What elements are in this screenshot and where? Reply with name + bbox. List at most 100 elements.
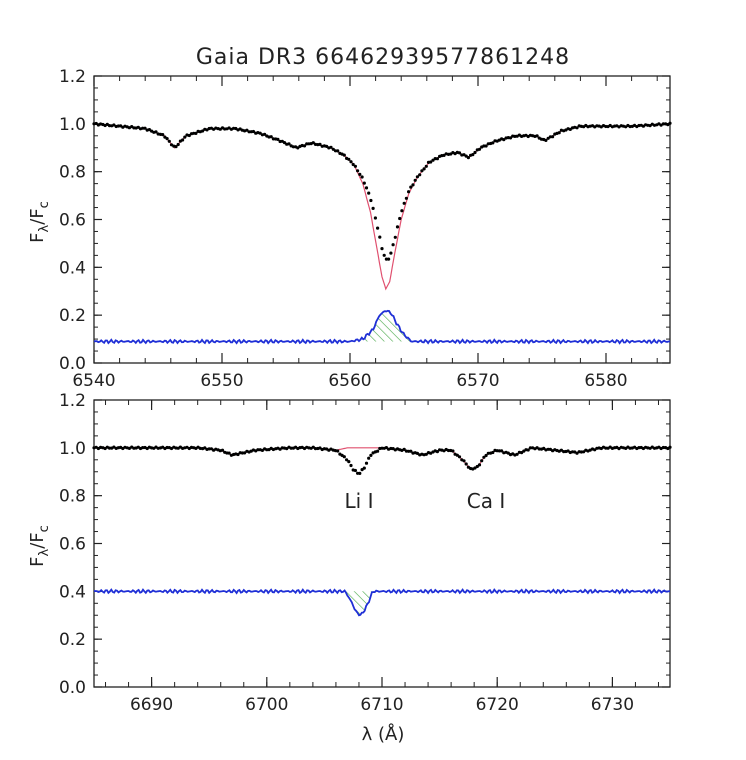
observed-flux-point — [380, 247, 384, 251]
observed-flux-point — [143, 126, 147, 130]
observed-flux-point — [371, 206, 375, 210]
observed-flux-point — [508, 136, 513, 140]
observed-flux-point — [500, 449, 504, 453]
observed-flux-point — [480, 459, 484, 463]
hatched-equivalent-width-area — [362, 310, 412, 342]
observed-flux-point — [415, 451, 419, 455]
observed-flux-point — [362, 466, 366, 470]
observed-flux-point — [402, 201, 406, 205]
observed-flux-point — [369, 198, 373, 203]
observed-flux-point — [486, 451, 490, 455]
observed-flux-point — [311, 141, 315, 145]
observed-flux-point — [353, 468, 357, 473]
x-tick-label: 6700 — [245, 695, 288, 715]
observed-flux-point — [358, 471, 362, 475]
y-tick-label: 0.8 — [59, 487, 86, 507]
observed-flux-point — [269, 135, 273, 139]
y-tick-label: 0.2 — [59, 306, 86, 326]
ylabel-c-subscript: c — [37, 201, 52, 208]
top-y-axis-label: Fλ/Fc — [27, 201, 52, 243]
observed-flux-point — [544, 138, 548, 142]
observed-flux-point — [112, 123, 116, 127]
observed-flux-point — [291, 145, 295, 149]
observed-flux-point — [349, 463, 353, 468]
observed-flux-point — [336, 449, 340, 453]
observed-flux-point — [285, 447, 289, 451]
observed-flux-point — [661, 122, 666, 126]
observed-flux-point — [442, 153, 446, 157]
observed-flux-point — [491, 450, 495, 455]
observed-flux-point — [551, 135, 555, 139]
observed-flux-point — [364, 461, 369, 465]
observed-flux-point — [409, 449, 413, 453]
observed-flux-point — [287, 142, 291, 146]
y-tick-label: 1.0 — [59, 115, 86, 135]
bottom-y-axis-label: Fλ/Fc — [27, 525, 52, 567]
observed-flux-point — [395, 225, 400, 229]
ylabel-c-subscript: c — [37, 525, 52, 532]
observed-flux-point — [360, 175, 364, 179]
x-tick-label: 6720 — [476, 695, 519, 715]
observed-flux-point — [302, 144, 307, 148]
observed-flux-point — [387, 257, 391, 261]
observed-flux-point — [347, 460, 351, 464]
svg-text:Fλ/Fc: Fλ/Fc — [27, 201, 52, 243]
x-tick-label: 6560 — [328, 371, 371, 391]
observed-flux-point — [473, 150, 477, 155]
observed-flux-point — [462, 459, 466, 463]
y-tick-label: 1.2 — [59, 391, 86, 411]
annotation-li-i: Li I — [345, 489, 374, 513]
observed-flux-point — [389, 251, 393, 255]
observed-flux-point — [407, 190, 411, 194]
observed-flux-point — [466, 156, 470, 160]
observed-flux-point — [329, 145, 333, 149]
x-tick-label: 6690 — [130, 695, 173, 715]
observed-flux-point — [422, 167, 426, 171]
y-tick-label: 0.8 — [59, 163, 86, 183]
observed-flux-point — [194, 131, 198, 135]
observed-flux-point — [358, 172, 362, 176]
y-tick-label: 0.4 — [59, 582, 86, 602]
observed-flux-point — [435, 157, 439, 161]
observed-flux-point — [342, 455, 346, 459]
observed-flux-point — [464, 462, 468, 466]
observed-flux-point — [477, 463, 482, 467]
observed-flux-point — [515, 452, 519, 456]
observed-flux-point — [413, 178, 417, 182]
observed-flux-point — [557, 131, 561, 135]
observed-flux-point — [367, 456, 371, 460]
observed-flux-point — [141, 446, 145, 450]
y-tick-label: 0.0 — [59, 354, 86, 374]
chart-title: Gaia DR3 66462939577861248 — [196, 45, 570, 70]
x-tick-label: 6540 — [72, 371, 115, 391]
x-tick-label: 6730 — [591, 695, 634, 715]
observed-flux-point — [409, 185, 413, 189]
observed-flux-point — [347, 157, 351, 161]
x-tick-label: 6570 — [456, 371, 499, 391]
observed-flux-point — [398, 216, 402, 221]
observed-flux-point — [502, 138, 506, 142]
observed-flux-point — [245, 128, 249, 132]
observed-flux-point — [391, 243, 395, 247]
observed-flux-point — [482, 144, 486, 148]
observed-flux-point — [484, 144, 488, 148]
observed-flux-point — [187, 133, 191, 138]
observed-flux-point — [455, 453, 459, 457]
observed-flux-point — [282, 141, 287, 145]
observed-flux-point — [400, 209, 404, 213]
observed-flux-point — [351, 162, 355, 167]
svg-text:Fλ/Fc: Fλ/Fc — [27, 525, 52, 567]
observed-flux-point — [313, 447, 318, 451]
observed-flux-point — [353, 164, 357, 168]
y-tick-label: 1.0 — [59, 439, 86, 459]
observed-flux-point — [176, 142, 180, 147]
observed-flux-point — [263, 132, 267, 136]
observed-flux-point — [369, 453, 373, 457]
observed-flux-point — [668, 121, 672, 125]
ylabel-F: F — [27, 556, 48, 566]
observed-flux-point — [313, 142, 318, 146]
observed-flux-point — [107, 446, 112, 450]
observed-flux-point — [404, 196, 408, 200]
observed-flux-point — [471, 153, 475, 157]
